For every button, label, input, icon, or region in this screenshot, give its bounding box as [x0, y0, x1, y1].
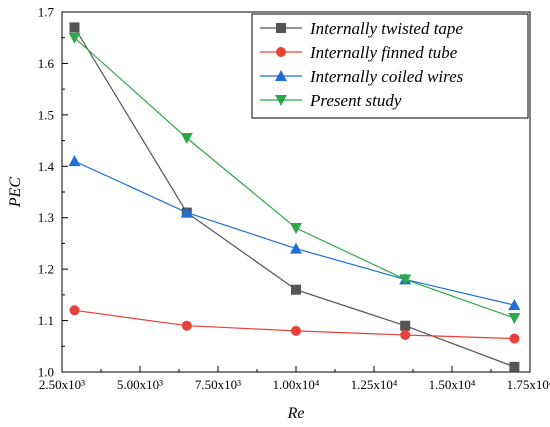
data-point — [509, 333, 520, 344]
y-tick-label: 1.4 — [38, 159, 55, 174]
legend-label: Present study — [309, 91, 402, 110]
legend-label: Internally finned tube — [309, 43, 458, 62]
legend: Internally twisted tape Internally finned… — [251, 13, 529, 119]
y-axis-title: PEC — [7, 177, 24, 209]
y-tick-label: 1.2 — [38, 262, 54, 277]
data-point — [508, 313, 521, 324]
data-point — [180, 133, 193, 144]
data-point — [291, 325, 301, 336]
plot-area — [68, 22, 521, 372]
legend-marker — [276, 23, 286, 33]
y-tick-label: 1.0 — [38, 365, 54, 380]
x-tick-label: 7.50x10³ — [195, 377, 241, 392]
y-tick-label: 1.5 — [38, 107, 54, 122]
data-point — [68, 155, 81, 167]
legend-label: Internally coiled wires — [309, 67, 464, 86]
legend-marker — [275, 95, 287, 106]
legend-label: Internally twisted tape — [309, 19, 463, 38]
legend-item: Present study — [260, 91, 402, 110]
x-tick-label: 2.50x10³ — [39, 377, 85, 392]
data-point — [399, 274, 412, 286]
y-tick-label: 1.1 — [38, 313, 54, 328]
y-tick-label: 1.7 — [38, 5, 55, 20]
x-tick-label: 1.50x10⁴ — [429, 377, 476, 392]
series-internally-finned-tube — [69, 305, 520, 344]
data-point — [291, 284, 301, 295]
y-tick-label: 1.6 — [38, 56, 55, 71]
x-tick-label: 5.00x10³ — [117, 377, 163, 392]
series-line — [74, 160, 515, 306]
data-point — [290, 223, 302, 234]
legend-box — [251, 13, 529, 119]
data-point — [68, 32, 81, 44]
data-point — [400, 329, 411, 340]
x-tick-label: 1.00x10⁴ — [273, 377, 320, 392]
data-point — [181, 320, 192, 331]
x-tick-label: 1.25x10⁴ — [351, 377, 398, 392]
data-point — [400, 320, 411, 331]
data-point — [180, 206, 193, 218]
y-tick-label: 1.3 — [38, 210, 54, 225]
x-tick-label: 1.75x10⁴ — [507, 377, 550, 392]
series-internally-coiled-wires — [68, 155, 521, 311]
legend-marker — [276, 47, 286, 57]
data-point — [508, 299, 521, 311]
data-point — [509, 361, 520, 372]
legend-marker — [275, 70, 287, 81]
series-present-study — [68, 32, 521, 324]
data-point — [69, 305, 80, 316]
x-axis-title: Re — [287, 405, 305, 422]
legend-item: Internally twisted tape — [260, 19, 463, 38]
data-point — [290, 242, 302, 254]
axes: 2.50x10³ 5.00x10³ 7.50x10³ 1.00x10⁴ 1.25x10⁴… — [38, 5, 550, 393]
data-point — [69, 22, 80, 33]
legend-item: Internally finned tube — [260, 43, 458, 62]
legend-item: Internally coiled wires — [260, 67, 464, 86]
